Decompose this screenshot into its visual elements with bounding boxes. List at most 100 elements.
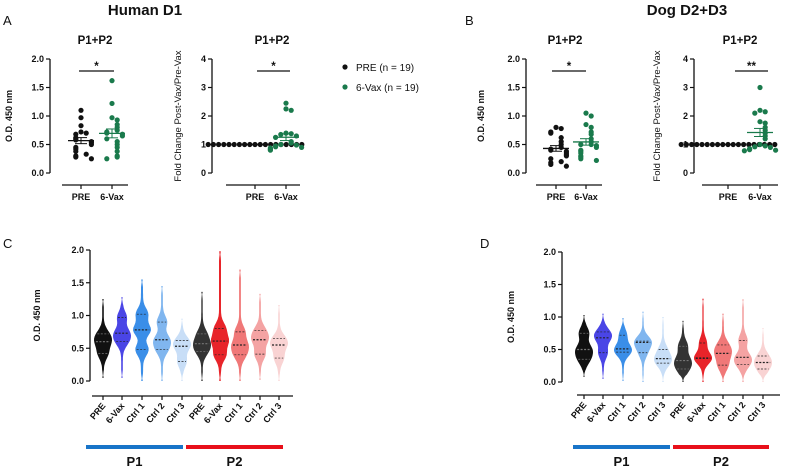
data-point-6-vax: [593, 157, 600, 164]
y-axis-label: O.D. 450 nm: [506, 291, 516, 343]
scatter-chart-b1: P1+P2 0.0 0.5 1.0 1.5 2.0 O.D. 450 nm PRE 6-Vax *: [476, 35, 602, 202]
data-point-pre: [704, 141, 710, 148]
x-tick-label: PRE: [246, 192, 265, 202]
data-point-6-vax: [267, 147, 273, 153]
data-point-pre: [563, 153, 570, 159]
violin-p2-6-vax: [694, 298, 712, 382]
data-point-6-vax: [762, 120, 768, 126]
x-tick-label: 6-Vax: [585, 400, 608, 424]
data-point-pre: [73, 137, 79, 143]
data-point-6-vax: [278, 141, 284, 148]
y-tick-label: 0.5: [507, 140, 520, 150]
significance-label: *: [567, 61, 572, 73]
x-tick-label: PRE: [547, 192, 566, 202]
data-point-pre: [236, 141, 242, 148]
y-axis-label: O.D. 450 nm: [4, 90, 14, 142]
data-point-6-vax: [757, 119, 763, 125]
data-point-6-vax: [583, 121, 589, 128]
y-tick-label: 0.0: [71, 376, 84, 386]
x-tick-label: Ctrl 3: [164, 401, 186, 425]
data-point-pre: [78, 115, 84, 121]
x-tick-label: Ctrl 1: [124, 401, 146, 425]
data-point-6-vax: [114, 127, 120, 133]
data-point-6-vax: [757, 84, 763, 91]
y-tick-label: 2: [683, 111, 688, 121]
x-tick-label: PRE: [719, 192, 738, 202]
x-tick-label: 6-Vax: [274, 192, 298, 202]
group-label-p2: P2: [227, 454, 243, 468]
data-point-6-vax: [288, 107, 294, 113]
violin-p1-6-vax: [113, 297, 131, 378]
header-human-d1: Human D1: [108, 2, 182, 19]
data-point-pre: [210, 141, 216, 148]
data-point-pre: [553, 124, 559, 130]
legend-label-6vax: 6-Vax (n = 19): [356, 83, 419, 94]
chart-title: P1+P2: [723, 35, 758, 47]
data-point-6-vax: [278, 131, 284, 138]
x-tick-label: 6-Vax: [574, 192, 598, 202]
x-tick-label: Ctrl 2: [242, 401, 264, 425]
y-tick-label: 0: [201, 168, 206, 178]
violin-p2-ctrl-3: [754, 328, 772, 382]
y-tick-label: 0.0: [31, 168, 44, 178]
data-point-6-vax: [109, 115, 115, 121]
group-bar-p1: [86, 445, 183, 449]
data-point-pre: [283, 141, 289, 148]
y-tick-label: 1.0: [71, 311, 84, 321]
data-point-pre: [558, 159, 564, 165]
data-point-pre: [216, 141, 222, 148]
chart-title: P1+P2: [255, 35, 290, 47]
data-point-pre: [683, 141, 690, 148]
violin-p1-ctrl-2: [153, 286, 171, 381]
data-point-6-vax: [773, 147, 779, 153]
y-tick-label: 0.0: [507, 168, 520, 178]
panel-label-c: C: [3, 236, 12, 251]
violin-p2-ctrl-1: [714, 313, 732, 382]
data-point-6-vax: [757, 141, 763, 148]
data-point-pre: [548, 161, 554, 168]
y-tick-label: 0.5: [31, 140, 44, 150]
data-point-6-vax: [588, 141, 594, 148]
group-label-p2: P2: [713, 454, 729, 468]
panel-label-b: B: [465, 13, 474, 28]
data-point-6-vax: [283, 106, 289, 112]
data-point-6-vax: [752, 110, 758, 116]
y-tick-label: 4: [201, 54, 206, 64]
data-point-pre: [88, 156, 94, 162]
scatter-chart-a1: P1+P2 0.0 0.5 1.0 1.5 2.0 O.D. 450 nm PRE 6-Vax *: [4, 35, 128, 202]
data-point-6-vax: [767, 144, 774, 150]
y-tick-label: 0: [683, 168, 688, 178]
violin-p2-ctrl-3: [270, 305, 288, 381]
data-point-pre: [709, 141, 716, 148]
data-point-6-vax: [114, 144, 120, 150]
y-tick-label: 1.0: [31, 111, 44, 121]
y-tick-label: 2.0: [543, 247, 556, 257]
x-tick-label: Ctrl 1: [222, 401, 244, 425]
data-point-6-vax: [757, 107, 763, 113]
y-tick-label: 2.0: [71, 245, 84, 255]
data-point-6-vax: [747, 147, 753, 153]
group-label-p1: P1: [614, 454, 630, 468]
data-point-pre: [73, 154, 79, 160]
x-tick-label: Ctrl 2: [144, 401, 166, 425]
data-point-pre: [558, 135, 564, 141]
y-tick-label: 1.5: [71, 278, 84, 288]
group-bar-p1: [573, 445, 670, 449]
violin-p1-ctrl-1: [614, 318, 632, 381]
data-point-pre: [563, 163, 570, 169]
data-point-6-vax: [578, 156, 584, 162]
data-point-6-vax: [114, 148, 120, 154]
x-tick-label: Ctrl 2: [625, 400, 647, 424]
panel-label-a: A: [3, 13, 12, 28]
data-point-6-vax: [109, 78, 115, 84]
y-tick-label: 2.0: [31, 54, 44, 64]
data-point-pre: [83, 151, 89, 157]
data-point-pre: [746, 141, 752, 148]
data-point-pre: [741, 141, 747, 148]
data-point-pre: [83, 130, 89, 136]
data-point-6-vax: [762, 109, 768, 115]
data-point-6-vax: [588, 124, 594, 130]
